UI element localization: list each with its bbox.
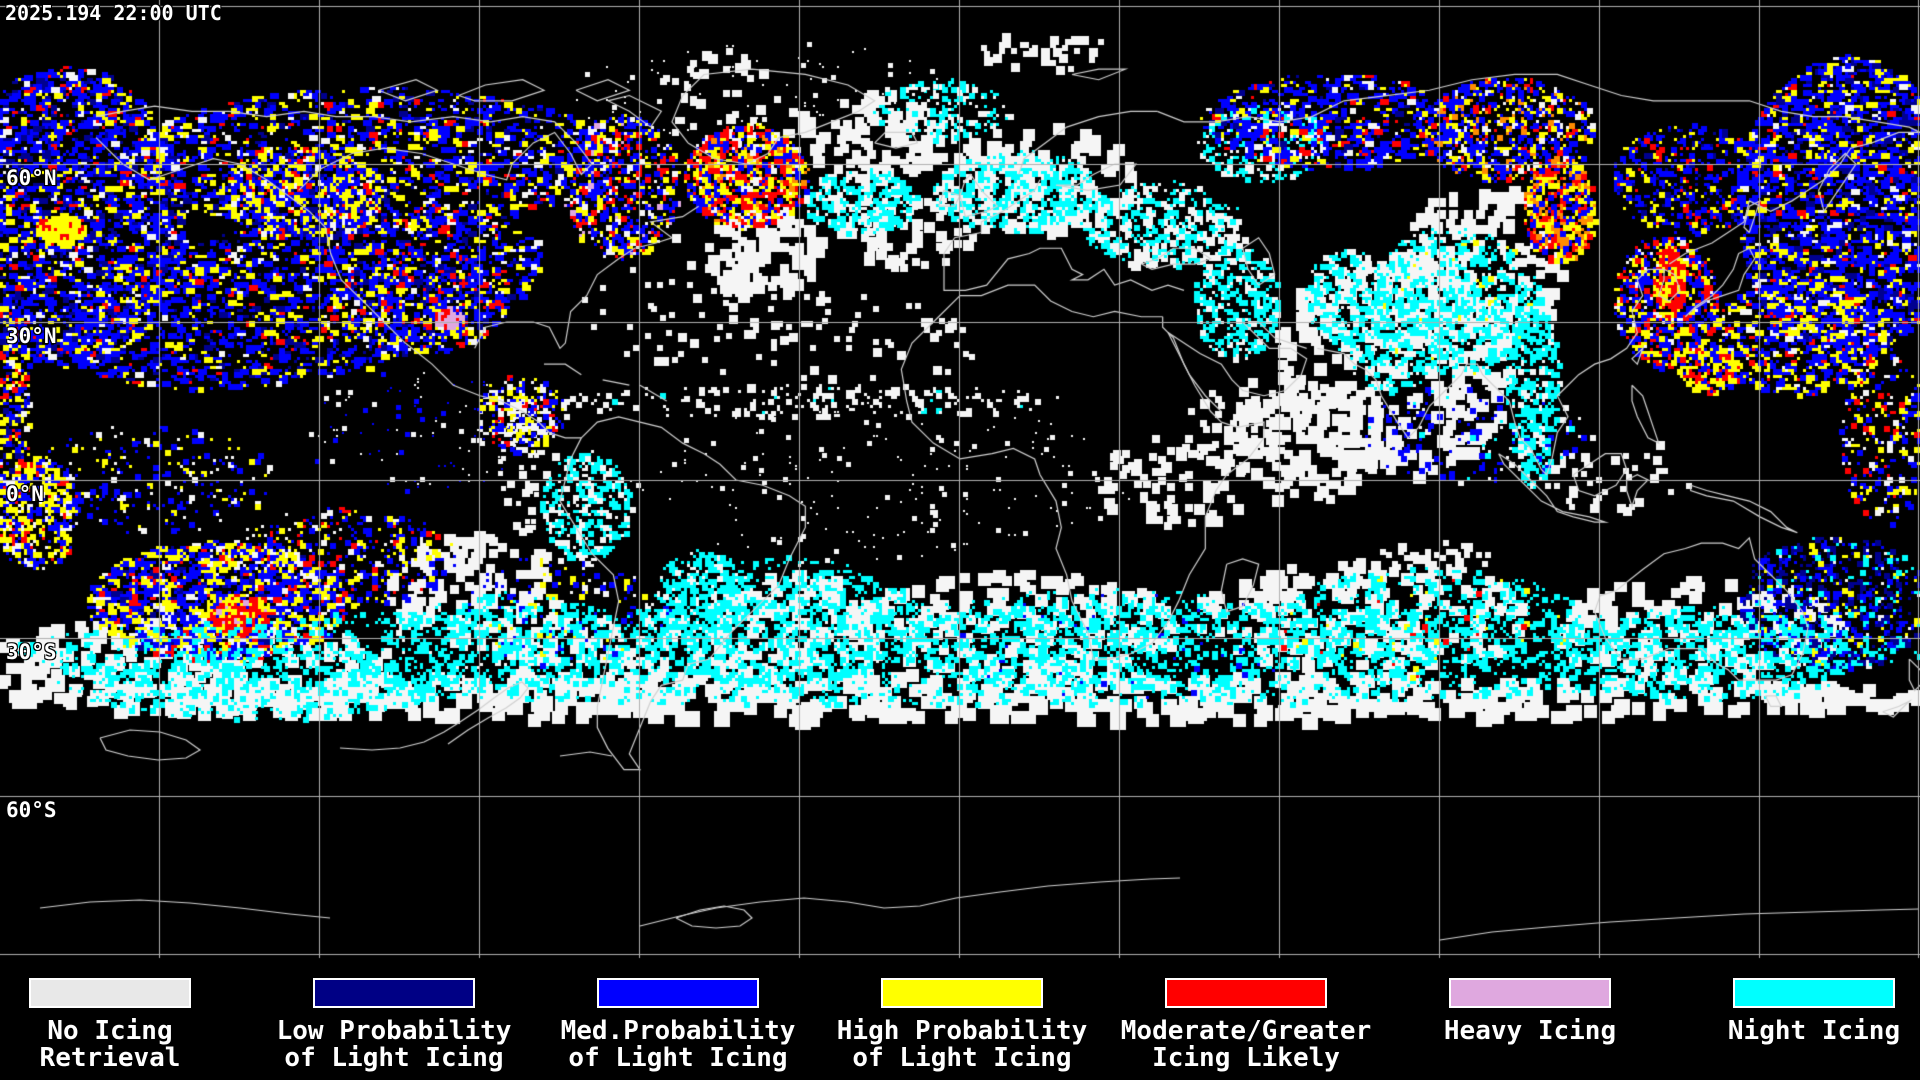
legend-label-night-icing-line1: Night Icing — [1727, 1016, 1901, 1046]
legend: No Icing Retrieval Low Probability of Light… — [0, 968, 1920, 1080]
legend-label-med-prob-light-icing-line2: of Light Icing — [568, 1043, 788, 1073]
legend-label-low-prob-light-icing-line2: of Light Icing — [284, 1043, 504, 1073]
legend-label-heavy-icing-line1: Heavy Icing — [1443, 1016, 1617, 1046]
legend-swatch-moderate-greater-icing — [1165, 978, 1327, 1008]
legend-swatch-no-icing-retrieval — [29, 978, 191, 1008]
legend-label-no-icing-retrieval-line2: Retrieval — [39, 1043, 181, 1073]
legend-swatch-low-prob-light-icing — [313, 978, 475, 1008]
lat-label-30s: 30°S — [6, 640, 57, 664]
legend-swatch-heavy-icing — [1449, 978, 1611, 1008]
legend-label-med-prob-light-icing-line1: Med.Probability — [560, 1016, 796, 1046]
legend-label-moderate-greater-icing-line2: Icing Likely — [1152, 1043, 1340, 1073]
lat-label-60n: 60°N — [6, 166, 57, 190]
lat-label-0n: 0°N — [6, 482, 44, 506]
legend-label-moderate-greater-icing-line1: Moderate/Greater — [1120, 1016, 1372, 1046]
legend-swatch-med-prob-light-icing — [597, 978, 759, 1008]
timestamp: 2025.194 22:00 UTC — [5, 1, 222, 25]
legend-label-low-prob-light-icing-line1: Low Probability — [276, 1016, 512, 1046]
legend-label-no-icing-retrieval-line1: No Icing — [47, 1016, 173, 1046]
legend-label-high-prob-light-icing-line1: High Probability — [836, 1016, 1088, 1046]
legend-swatch-night-icing — [1733, 978, 1895, 1008]
lat-label-30n: 30°N — [6, 324, 57, 348]
legend-swatch-high-prob-light-icing — [881, 978, 1043, 1008]
legend-label-high-prob-light-icing-line2: of Light Icing — [852, 1043, 1072, 1073]
world-icing-map — [0, 0, 1920, 968]
lat-label-60s: 60°S — [6, 798, 57, 822]
